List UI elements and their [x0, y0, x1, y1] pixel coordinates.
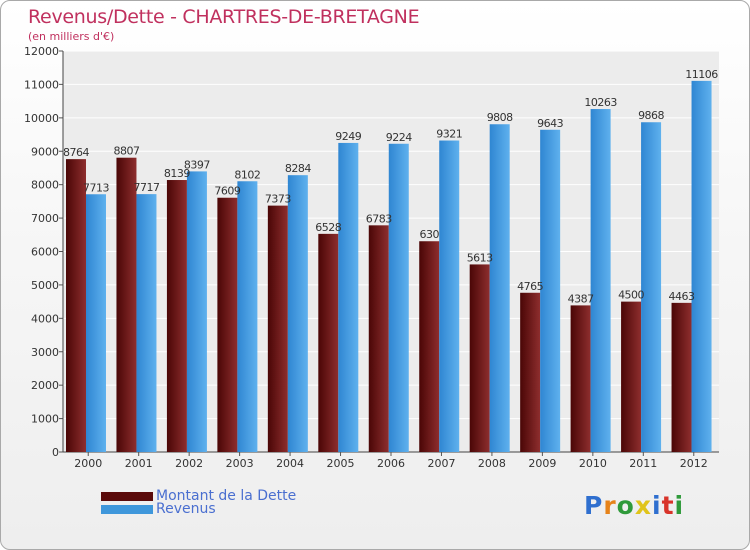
x-tick-label: 2009: [528, 457, 556, 470]
chart-title: Revenus/Dette - CHARTRES-DE-BRETAGNE: [28, 6, 420, 28]
bar-revenus: [540, 129, 561, 453]
bar-revenus: [287, 175, 308, 452]
bar-dette: [318, 233, 339, 452]
bar-dette: [570, 305, 591, 452]
logo-letter: x: [634, 491, 652, 520]
bar-revenus: [237, 181, 258, 452]
bar-revenus: [86, 194, 106, 452]
y-tick-label: 8000: [31, 179, 59, 192]
bar-dette: [368, 225, 389, 452]
y-tick-label: 5000: [31, 279, 59, 292]
data-label-revenus: 8102: [234, 168, 260, 181]
data-label-dette: 8139: [164, 167, 190, 180]
data-label-revenus: 8397: [184, 158, 210, 171]
data-label-revenus: 9224: [386, 131, 412, 144]
y-tick-label: 9000: [31, 145, 59, 158]
legend-label-dette: Montant de la Dette: [156, 488, 297, 504]
data-label-revenus: 9321: [436, 128, 462, 141]
data-label-dette: 4463: [669, 290, 695, 303]
logo-letter: o: [616, 491, 635, 520]
bar-dette: [520, 292, 541, 452]
data-label-dette: 4387: [568, 292, 594, 305]
bar-dette: [419, 241, 440, 452]
y-tick-label: 4000: [31, 312, 59, 325]
bar-revenus: [439, 140, 460, 452]
x-tick-label: 2003: [226, 457, 254, 470]
data-label-dette: 8764: [63, 146, 89, 159]
legend-label-revenus: Revenus: [156, 501, 216, 517]
y-tick-label: 3000: [31, 346, 59, 359]
proxiti-logo: Proxiti: [584, 491, 684, 520]
y-tick-label: 10000: [24, 112, 59, 125]
data-label-revenus: 9643: [537, 117, 563, 130]
y-tick-label: 1000: [31, 413, 59, 426]
bar-revenus: [489, 124, 510, 453]
bar-dette: [267, 205, 288, 452]
logo-letter: r: [603, 491, 617, 520]
y-tick-label: 6000: [31, 246, 59, 259]
y-tick-label: 0: [52, 446, 59, 459]
x-tick-label: 2012: [680, 457, 708, 470]
legend-swatch-dette: [101, 491, 153, 501]
data-label-dette: 8807: [113, 145, 139, 158]
logo-letter: P: [584, 491, 604, 520]
bar-dette: [116, 157, 137, 453]
logo-letter: i: [674, 491, 685, 520]
x-tick-label: 2000: [74, 457, 102, 470]
data-label-dette: 6783: [366, 212, 392, 225]
bar-revenus: [136, 194, 157, 452]
data-label-revenus: 7717: [133, 181, 159, 194]
logo-letter: t: [661, 491, 675, 520]
bar-dette: [166, 180, 187, 453]
bar-revenus: [338, 142, 359, 452]
x-tick-label: 2011: [629, 457, 657, 470]
bar-revenus: [691, 80, 712, 452]
x-tick-label: 2010: [579, 457, 607, 470]
x-tick-label: 2001: [125, 457, 153, 470]
data-label-dette: 630: [419, 228, 439, 241]
data-label-revenus: 7713: [83, 181, 109, 194]
chart-subtitle: (en milliers d'€): [28, 30, 115, 43]
logo-letter: i: [652, 491, 662, 520]
legend-item-revenus: Revenus: [101, 501, 216, 517]
data-label-revenus: 9868: [638, 109, 664, 122]
bar-revenus: [641, 122, 662, 453]
x-tick-label: 2006: [377, 457, 405, 470]
bar-revenus: [186, 171, 207, 452]
data-label-revenus: 9808: [487, 111, 513, 124]
data-label-dette: 7609: [214, 185, 240, 198]
data-label-dette: 6528: [315, 221, 341, 234]
bar-dette: [217, 197, 238, 452]
bar-dette: [66, 159, 86, 452]
y-tick-label: 11000: [24, 78, 59, 91]
data-label-revenus: 10263: [584, 96, 617, 109]
bar-revenus: [590, 109, 611, 453]
bar-dette: [671, 302, 692, 452]
data-label-revenus: 11106: [685, 68, 718, 81]
data-label-dette: 7373: [265, 193, 291, 206]
x-tick-label: 2007: [427, 457, 455, 470]
data-label-revenus: 8284: [285, 162, 311, 175]
bar-revenus: [388, 143, 409, 453]
x-tick-label: 2005: [327, 457, 355, 470]
data-label-dette: 5613: [467, 251, 493, 264]
x-tick-label: 2004: [276, 457, 304, 470]
bar-dette: [621, 301, 642, 452]
y-tick-label: 7000: [31, 212, 59, 225]
legend-item-dette: Montant de la Dette: [101, 488, 296, 504]
legend-swatch-revenus: [101, 504, 153, 514]
y-tick-label: 12000: [24, 45, 59, 58]
data-label-revenus: 9249: [335, 130, 361, 143]
x-tick-label: 2002: [175, 457, 203, 470]
bar-dette: [469, 264, 490, 452]
x-tick-label: 2008: [478, 457, 506, 470]
y-tick-label: 2000: [31, 379, 59, 392]
data-label-dette: 4500: [618, 289, 644, 302]
data-label-dette: 4765: [517, 280, 543, 293]
